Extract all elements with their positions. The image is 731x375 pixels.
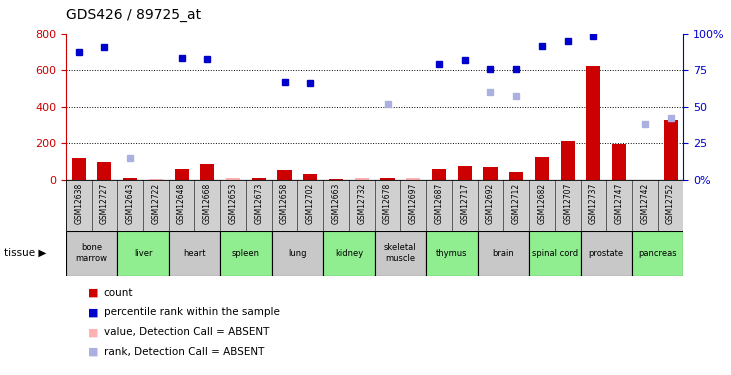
Text: GSM12707: GSM12707 xyxy=(563,183,572,224)
Bar xyxy=(529,231,580,276)
Text: thymus: thymus xyxy=(436,249,468,258)
Text: GSM12712: GSM12712 xyxy=(512,183,520,224)
Text: GSM12687: GSM12687 xyxy=(434,183,444,224)
Bar xyxy=(632,231,683,276)
Bar xyxy=(355,178,369,180)
Text: count: count xyxy=(104,288,133,297)
Text: lung: lung xyxy=(288,249,307,258)
Bar xyxy=(303,174,317,180)
Bar xyxy=(272,231,323,276)
Bar xyxy=(586,66,600,180)
Text: tissue ▶: tissue ▶ xyxy=(4,248,46,258)
Text: GSM12717: GSM12717 xyxy=(461,183,469,224)
Bar xyxy=(66,231,117,276)
Text: brain: brain xyxy=(493,249,514,258)
Text: GSM12648: GSM12648 xyxy=(177,183,186,224)
Text: prostate: prostate xyxy=(588,249,624,258)
Text: skeletal
muscle: skeletal muscle xyxy=(384,243,417,263)
Text: percentile rank within the sample: percentile rank within the sample xyxy=(104,308,280,317)
Bar xyxy=(477,231,529,276)
Bar xyxy=(561,141,575,180)
Text: GSM12742: GSM12742 xyxy=(640,183,649,224)
Text: GSM12692: GSM12692 xyxy=(486,183,495,224)
Text: liver: liver xyxy=(134,249,152,258)
Bar xyxy=(117,231,169,276)
Text: GSM12752: GSM12752 xyxy=(666,183,675,224)
Bar xyxy=(426,231,477,276)
Text: kidney: kidney xyxy=(335,249,363,258)
Text: ■: ■ xyxy=(88,347,98,357)
Text: spleen: spleen xyxy=(232,249,260,258)
Bar xyxy=(72,158,86,180)
Text: GDS426 / 89725_at: GDS426 / 89725_at xyxy=(66,9,201,22)
Bar xyxy=(323,231,374,276)
Bar xyxy=(149,178,163,180)
Text: GSM12697: GSM12697 xyxy=(409,183,417,224)
Text: GSM12747: GSM12747 xyxy=(615,183,624,224)
Text: bone
marrow: bone marrow xyxy=(75,243,107,263)
Bar xyxy=(580,231,632,276)
Bar xyxy=(374,231,426,276)
Bar xyxy=(220,231,272,276)
Bar xyxy=(97,162,111,180)
Text: GSM12678: GSM12678 xyxy=(383,183,392,224)
Bar xyxy=(483,167,498,180)
Text: GSM12702: GSM12702 xyxy=(306,183,315,224)
Text: GSM12663: GSM12663 xyxy=(332,183,341,224)
Text: GSM12658: GSM12658 xyxy=(280,183,289,224)
Bar xyxy=(535,157,549,180)
Text: GSM12737: GSM12737 xyxy=(589,183,598,224)
Text: GSM12682: GSM12682 xyxy=(537,183,547,224)
Bar xyxy=(406,178,420,180)
Text: pancreas: pancreas xyxy=(638,249,677,258)
Bar xyxy=(226,178,240,180)
Text: heart: heart xyxy=(183,249,205,258)
Text: GSM12722: GSM12722 xyxy=(151,183,160,224)
Text: GSM12653: GSM12653 xyxy=(229,183,238,224)
Bar xyxy=(329,179,343,180)
Text: ■: ■ xyxy=(88,288,98,297)
Bar xyxy=(509,172,523,180)
Text: ■: ■ xyxy=(88,308,98,317)
Text: GSM12643: GSM12643 xyxy=(126,183,135,224)
Bar xyxy=(278,170,292,180)
Bar xyxy=(612,144,626,180)
Bar xyxy=(123,178,137,180)
Bar xyxy=(251,178,266,180)
Text: GSM12638: GSM12638 xyxy=(74,183,83,224)
Text: GSM12668: GSM12668 xyxy=(202,183,212,224)
Bar xyxy=(175,169,189,180)
Bar xyxy=(432,169,446,180)
Text: value, Detection Call = ABSENT: value, Detection Call = ABSENT xyxy=(104,327,269,337)
Bar xyxy=(380,178,395,180)
Bar xyxy=(200,165,214,180)
Bar xyxy=(458,166,471,180)
Bar xyxy=(664,120,678,180)
Text: GSM12673: GSM12673 xyxy=(254,183,263,224)
Bar xyxy=(169,231,220,276)
Text: ■: ■ xyxy=(88,327,98,337)
Text: spinal cord: spinal cord xyxy=(531,249,578,258)
Text: GSM12732: GSM12732 xyxy=(357,183,366,224)
Text: GSM12727: GSM12727 xyxy=(100,183,109,224)
Text: rank, Detection Call = ABSENT: rank, Detection Call = ABSENT xyxy=(104,347,264,357)
